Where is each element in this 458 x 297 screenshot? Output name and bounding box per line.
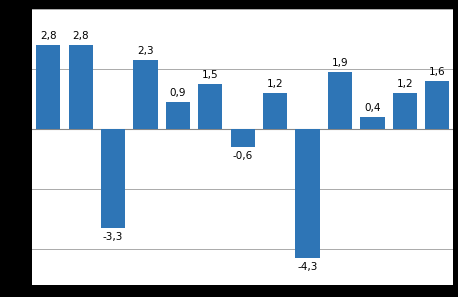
Bar <box>360 117 385 129</box>
Bar <box>101 129 125 228</box>
Text: 2,8: 2,8 <box>40 31 57 41</box>
Bar <box>328 72 352 129</box>
Text: 1,6: 1,6 <box>429 67 446 77</box>
Text: 0,9: 0,9 <box>169 88 186 98</box>
Text: 1,2: 1,2 <box>267 79 284 89</box>
Bar <box>166 102 190 129</box>
Text: 1,5: 1,5 <box>202 70 218 80</box>
Text: 2,3: 2,3 <box>137 46 154 56</box>
Bar <box>133 60 158 129</box>
Text: 1,2: 1,2 <box>397 79 413 89</box>
Text: 0,4: 0,4 <box>364 103 381 113</box>
Bar <box>295 129 320 258</box>
Bar <box>393 93 417 129</box>
Text: 1,9: 1,9 <box>332 58 348 68</box>
Text: -4,3: -4,3 <box>297 262 318 272</box>
Bar <box>230 129 255 147</box>
Bar <box>425 81 449 129</box>
Bar <box>198 84 223 129</box>
Bar <box>69 45 93 129</box>
Text: -0,6: -0,6 <box>233 151 253 161</box>
Text: -3,3: -3,3 <box>103 232 123 242</box>
Bar <box>263 93 287 129</box>
Text: 2,8: 2,8 <box>72 31 89 41</box>
Bar <box>36 45 60 129</box>
